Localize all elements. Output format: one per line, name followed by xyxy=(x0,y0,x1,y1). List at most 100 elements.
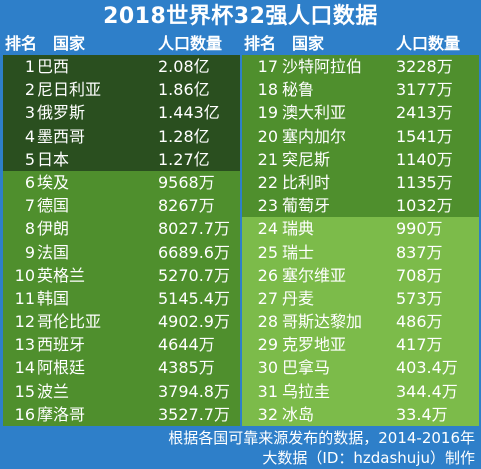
table-row: 18 秘鲁 3177万 xyxy=(242,78,479,102)
rank-cell: 12 xyxy=(14,312,35,332)
rank-cell: 1 xyxy=(24,57,35,76)
rank-cell: 4 xyxy=(24,126,35,146)
country-cell: 哥斯达黎加 xyxy=(282,312,363,332)
population-cell: 4902.9万 xyxy=(158,312,230,332)
table-row: 30 巴拿马 403.4万 xyxy=(242,356,479,380)
table-row: 13 西班牙 4644万 xyxy=(3,333,240,357)
table-row: 4 墨西哥 1.28亿 xyxy=(3,124,240,148)
right-table: 17 沙特阿拉伯 3228万 18 秘鲁 3177万 19 澳大利亚 2413万 20 塞内加尔 15… xyxy=(242,55,479,426)
country-cell: 突尼斯 xyxy=(282,149,331,169)
population-cell: 990万 xyxy=(396,219,443,239)
country-cell: 瑞士 xyxy=(282,242,315,262)
right-column-headers: 排名 国家 人口数量 xyxy=(242,33,479,55)
population-header: 人口数量 xyxy=(396,34,461,53)
population-cell: 33.4万 xyxy=(396,404,448,424)
population-cell: 3177万 xyxy=(396,80,453,100)
population-cell: 1.443亿 xyxy=(158,103,220,123)
table-row: 10 英格兰 5270.7万 xyxy=(3,263,240,287)
rank-cell: 18 xyxy=(257,80,278,100)
population-cell: 1140万 xyxy=(396,149,453,169)
table-row: 26 塞尔维亚 708万 xyxy=(242,263,479,287)
table-row: 17 沙特阿拉伯 3228万 xyxy=(242,55,479,79)
population-cell: 403.4万 xyxy=(396,358,458,378)
rank-cell: 26 xyxy=(257,265,278,285)
rank-cell: 28 xyxy=(257,312,278,332)
country-cell: 日本 xyxy=(37,149,70,169)
left-column-headers: 排名 国家 人口数量 xyxy=(3,33,240,55)
population-cell: 344.4万 xyxy=(396,381,458,401)
country-cell: 墨西哥 xyxy=(37,126,86,146)
population-cell: 4385万 xyxy=(158,358,215,378)
rank-cell: 14 xyxy=(14,358,35,378)
rank-cell: 22 xyxy=(257,172,278,192)
population-cell: 417万 xyxy=(396,335,443,355)
rank-cell: 9 xyxy=(24,242,35,262)
rank-cell: 15 xyxy=(14,381,35,401)
table-row: 21 突尼斯 1140万 xyxy=(242,147,479,171)
rank-cell: 30 xyxy=(257,358,278,378)
country-cell: 冰岛 xyxy=(282,404,315,424)
population-cell: 1135万 xyxy=(396,172,453,192)
population-cell: 5145.4万 xyxy=(158,288,230,308)
source-note: 根据各国可靠来源发布的数据，2014-2016年 大数据（ID：hzdashuj… xyxy=(168,428,475,468)
rank-cell: 32 xyxy=(257,404,278,424)
country-cell: 韩国 xyxy=(37,288,70,308)
country-cell: 巴拿马 xyxy=(282,358,331,378)
rank-cell: 13 xyxy=(14,335,35,355)
table-row: 32 冰岛 33.4万 xyxy=(242,402,479,426)
country-cell: 尼日利亚 xyxy=(37,80,102,100)
table-row: 1 巴西 2.08亿 xyxy=(3,55,240,79)
rank-cell: 25 xyxy=(257,242,278,262)
rank-cell: 7 xyxy=(24,196,35,216)
rank-cell: 10 xyxy=(14,265,35,285)
table-row: 27 丹麦 573万 xyxy=(242,286,479,311)
credit-line: 大数据（ID：hzdashuju）制作 xyxy=(262,449,475,467)
rank-cell: 29 xyxy=(257,335,278,355)
population-cell: 573万 xyxy=(396,288,443,308)
population-cell: 1032万 xyxy=(396,196,453,216)
rank-cell: 5 xyxy=(24,149,35,169)
country-header: 国家 xyxy=(53,34,86,53)
country-cell: 摩洛哥 xyxy=(37,404,86,424)
country-cell: 比利时 xyxy=(282,172,331,192)
country-cell: 澳大利亚 xyxy=(282,103,347,123)
rank-cell: 3 xyxy=(24,103,35,123)
country-cell: 乌拉圭 xyxy=(282,381,331,401)
column-divider xyxy=(240,55,242,426)
table-row: 29 克罗地亚 417万 xyxy=(242,333,479,357)
table-row: 16 摩洛哥 3527.7万 xyxy=(3,402,240,426)
country-cell: 沙特阿拉伯 xyxy=(282,57,363,76)
country-cell: 丹麦 xyxy=(282,288,315,308)
country-cell: 秘鲁 xyxy=(282,80,315,100)
country-cell: 德国 xyxy=(37,196,70,216)
population-cell: 1.86亿 xyxy=(158,80,210,100)
country-cell: 伊朗 xyxy=(37,219,70,239)
source-line: 根据各国可靠来源发布的数据，2014-2016年 xyxy=(168,429,475,447)
country-header: 国家 xyxy=(292,34,325,53)
table-row: 2 尼日利亚 1.86亿 xyxy=(3,78,240,102)
population-cell: 2.08亿 xyxy=(158,57,210,76)
country-cell: 法国 xyxy=(37,242,70,262)
population-cell: 1.27亿 xyxy=(158,149,210,169)
rank-cell: 21 xyxy=(257,149,278,169)
country-cell: 埃及 xyxy=(37,172,70,192)
country-cell: 英格兰 xyxy=(37,265,86,285)
table-row: 24 瑞典 990万 xyxy=(242,217,479,241)
rank-cell: 27 xyxy=(257,288,278,308)
table-row: 28 哥斯达黎加 486万 xyxy=(242,310,479,334)
left-table: 1 巴西 2.08亿 2 尼日利亚 1.86亿 3 俄罗斯 1.443亿 4 墨西哥 1.28亿 5 日本… xyxy=(3,55,240,426)
table-row: 23 葡萄牙 1032万 xyxy=(242,194,479,218)
table-row: 20 塞内加尔 1541万 xyxy=(242,124,479,148)
rank-cell: 6 xyxy=(24,172,35,192)
table-row: 5 日本 1.27亿 xyxy=(3,147,240,171)
rank-cell: 24 xyxy=(257,219,278,239)
country-cell: 塞尔维亚 xyxy=(282,265,347,285)
rank-cell: 11 xyxy=(14,288,35,308)
country-cell: 西班牙 xyxy=(37,335,86,355)
table-row: 7 德国 8267万 xyxy=(3,194,240,218)
population-cell: 9568万 xyxy=(158,172,215,192)
country-cell: 塞内加尔 xyxy=(282,126,347,146)
table-row: 25 瑞士 837万 xyxy=(242,240,479,264)
country-cell: 巴西 xyxy=(37,57,70,76)
population-cell: 1.28亿 xyxy=(158,126,210,146)
